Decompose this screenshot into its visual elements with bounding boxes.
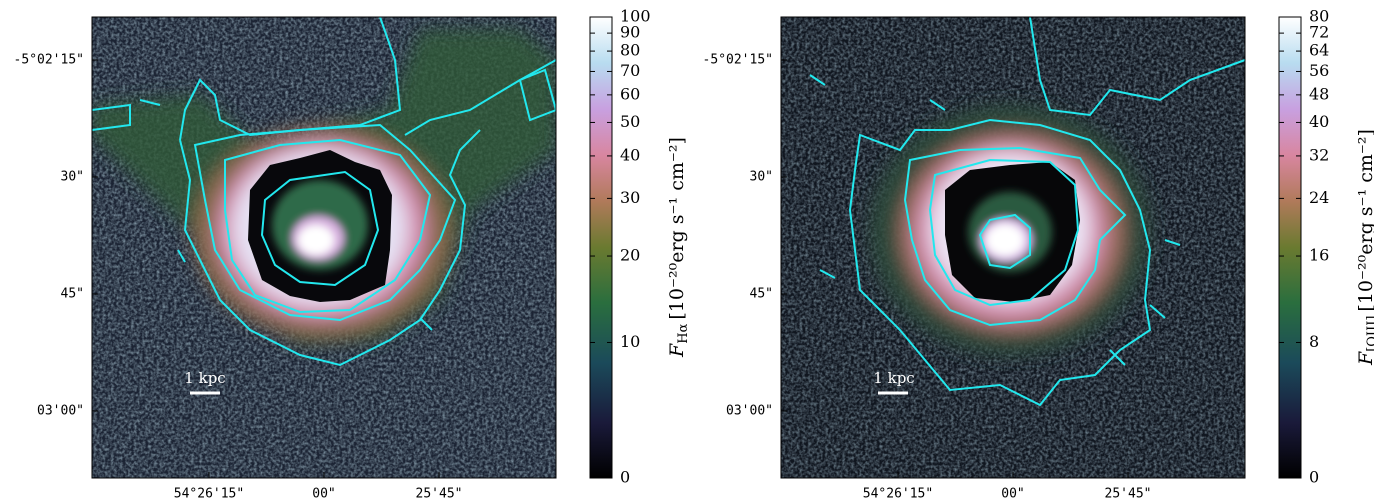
y-tick-label: -5°02'15" <box>14 53 84 68</box>
colorbar-tick-label: 80 <box>620 41 640 60</box>
colorbar-tick-label: 20 <box>620 246 640 265</box>
label-unit: [10⁻²⁰erg s⁻¹ cm⁻²] <box>1355 129 1374 312</box>
colorbar <box>1279 17 1301 478</box>
colorbar-tick-label: 30 <box>620 188 640 207</box>
x-tick-label: 25'45" <box>416 487 463 502</box>
y-tick-label: 45" <box>750 287 773 302</box>
x-tick-label: 54°26'15" <box>174 487 244 502</box>
label-subscript: Hα <box>676 323 691 343</box>
colorbar-tick-label: 80 <box>1309 7 1329 26</box>
y-tick-label: 45" <box>61 287 84 302</box>
colorbar-tick-label: 48 <box>1309 84 1329 103</box>
colorbar-tick-label: 50 <box>620 112 640 131</box>
scale-bar-label: 1 kpc <box>184 369 225 387</box>
scale-bar-label: 1 kpc <box>873 369 914 387</box>
x-tick-label: 54°26'15" <box>863 487 933 502</box>
colorbar-tick-label: 8 <box>1309 332 1319 351</box>
label-unit: [10⁻²⁰erg s⁻¹ cm⁻²] <box>666 137 688 320</box>
y-tick-label: -5°02'15" <box>703 53 773 68</box>
y-tick-label: 30" <box>61 170 84 185</box>
label-subscript: [OIII] <box>1365 316 1374 352</box>
colorbar-tick-label: 56 <box>1309 61 1329 80</box>
colorbar-tick-label: 64 <box>1309 41 1329 60</box>
colorbar-tick-label: 100 <box>620 7 651 26</box>
colorbar-tick-label: 60 <box>620 84 640 103</box>
colorbar-label: FHα [10⁻²⁰erg s⁻¹ cm⁻²] <box>666 137 691 358</box>
colorbar-tick-label: 24 <box>1309 188 1329 207</box>
x-tick-label: 00" <box>312 487 335 502</box>
colorbar-tick-label: 40 <box>620 145 640 164</box>
y-tick-label: 03'00" <box>726 404 773 419</box>
colorbar-tick-label: 70 <box>620 61 640 80</box>
colorbar-tick-label: 0 <box>620 468 630 487</box>
colorbar <box>590 17 612 478</box>
image-panel <box>92 17 556 478</box>
colorbar-tick-label: 0 <box>1309 468 1319 487</box>
figure: -5°02'15" 30" 45" 03'00" 54°26'15" 00" 25'45" 1… <box>0 0 1374 502</box>
colorbar-tick-label: 32 <box>1309 145 1329 164</box>
colorbar-tick-label: 10 <box>620 332 640 351</box>
label-symbol: F <box>666 343 688 358</box>
label-symbol: F <box>1355 351 1374 366</box>
colorbar-tick-label: 16 <box>1309 246 1329 265</box>
y-tick-label: 03'00" <box>37 404 84 419</box>
colorbar-tick-label: 40 <box>1309 112 1329 131</box>
y-tick-label: 30" <box>750 170 773 185</box>
colorbar-label: F[OIII] [10⁻²⁰erg s⁻¹ cm⁻²] <box>1355 129 1374 366</box>
x-tick-label: 00" <box>1001 487 1024 502</box>
image-panel <box>781 17 1245 478</box>
x-tick-label: 25'45" <box>1105 487 1152 502</box>
